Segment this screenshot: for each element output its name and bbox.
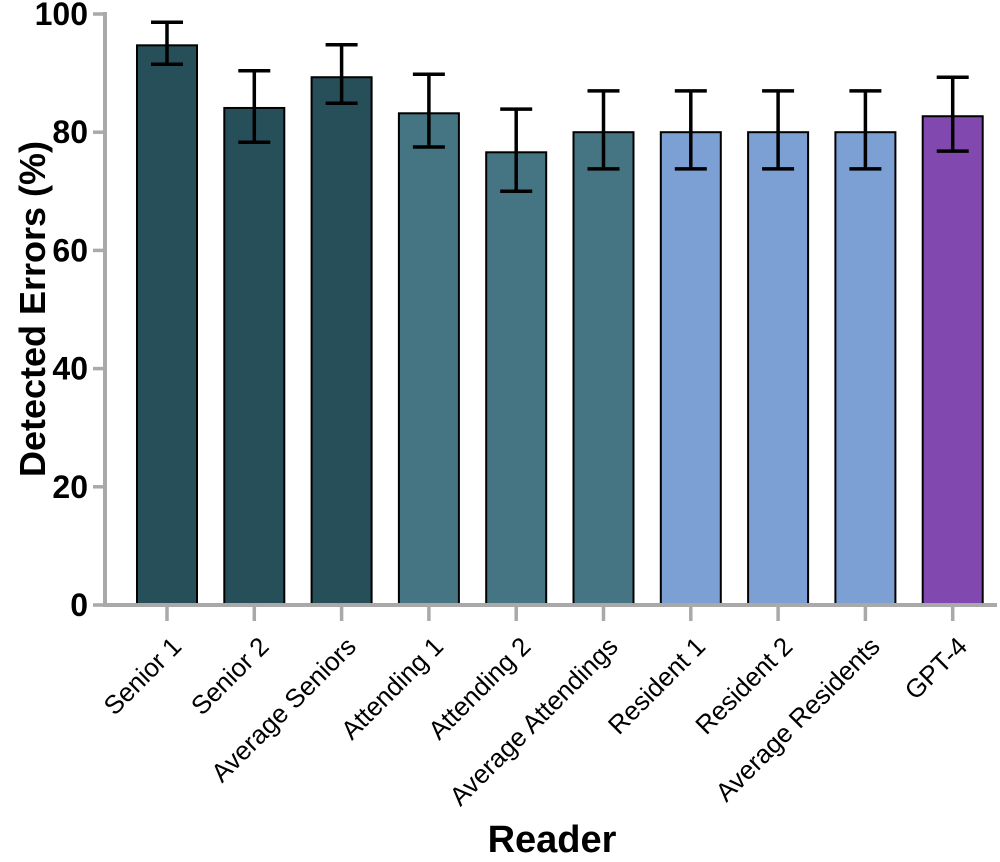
bar-resident-1 <box>659 131 722 606</box>
bar-average-attendings <box>572 131 635 606</box>
x-tick-label-senior-1: Senior 1 <box>98 631 188 721</box>
error-bar-average-attendings <box>587 89 620 171</box>
bar-senior-2 <box>223 106 286 607</box>
bar-senior-1 <box>136 44 198 606</box>
bar-gpt-4 <box>921 115 984 606</box>
error-bar-average-seniors <box>325 42 358 105</box>
x-tick-label-average-residents: Average Residents <box>709 631 885 807</box>
error-bar-resident-1 <box>674 89 707 171</box>
error-bar-attending-1 <box>412 72 445 149</box>
error-bar-senior-2 <box>238 68 271 144</box>
bars-layer <box>136 44 984 607</box>
error-bars-layer <box>151 20 969 194</box>
bar-attending-2 <box>485 151 548 606</box>
bar-average-seniors <box>310 76 373 606</box>
y-tick-label: 20 <box>52 469 88 505</box>
error-bar-attending-2 <box>500 107 533 194</box>
error-bar-senior-1 <box>151 20 183 66</box>
y-tick-label: 100 <box>35 0 88 32</box>
error-bar-resident-2 <box>762 89 795 171</box>
y-tick-label: 80 <box>52 114 88 150</box>
x-axis-title: Reader <box>488 819 617 861</box>
x-tick-label-average-attendings: Average Attendings <box>443 631 623 811</box>
y-tick-label: 40 <box>52 351 88 387</box>
y-tick-label: 60 <box>52 232 88 268</box>
y-ticks-layer: 0 20 40 60 80 100 <box>35 0 105 623</box>
error-bar-gpt-4 <box>936 75 969 153</box>
y-axis-title: Detected Errors (%) <box>12 141 53 477</box>
x-tick-label-gpt-4: GPT-4 <box>899 631 973 705</box>
x-tick-label-senior-2: Senior 2 <box>185 631 275 721</box>
y-tick-label: 0 <box>70 587 88 623</box>
bar-average-residents <box>834 131 897 606</box>
bar-resident-2 <box>747 131 810 606</box>
error-bar-average-residents <box>849 89 882 171</box>
bar-attending-1 <box>397 112 460 607</box>
